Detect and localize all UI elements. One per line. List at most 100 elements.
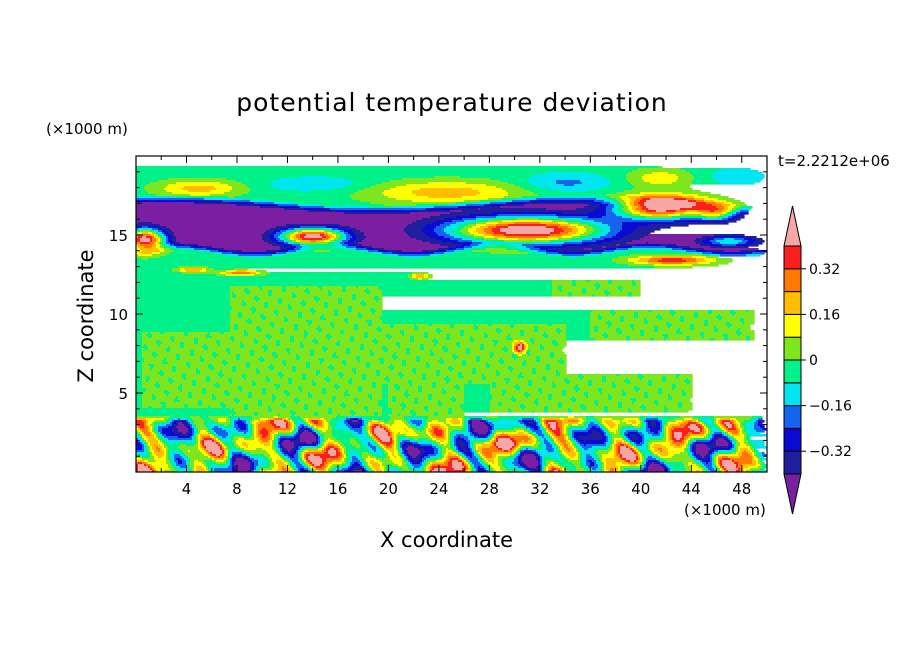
contour-cell bbox=[202, 388, 207, 391]
contour-cell bbox=[270, 334, 305, 337]
contour-cell bbox=[492, 398, 511, 401]
contour-cell bbox=[716, 180, 761, 183]
contour-cell bbox=[556, 424, 559, 427]
contour-cell bbox=[360, 346, 365, 349]
contour-cell bbox=[284, 390, 289, 393]
contour-cell bbox=[530, 350, 563, 353]
contour-cell bbox=[164, 234, 167, 237]
contour-cell bbox=[544, 432, 547, 435]
contour-cell bbox=[464, 410, 491, 413]
contour-cell bbox=[644, 396, 649, 399]
contour-cell bbox=[664, 408, 669, 411]
contour-cell bbox=[188, 332, 209, 335]
contour-cell bbox=[326, 430, 333, 433]
contour-cell bbox=[230, 394, 249, 397]
contour-cell bbox=[490, 352, 495, 355]
contour-cell bbox=[736, 424, 739, 427]
contour-cell bbox=[434, 344, 437, 347]
contour-cell bbox=[270, 368, 275, 371]
contour-cell bbox=[268, 406, 271, 409]
contour-cell bbox=[724, 238, 735, 241]
contour-cell bbox=[540, 392, 543, 395]
contour-cell bbox=[508, 366, 513, 369]
contour-cell bbox=[168, 426, 175, 429]
contour-cell bbox=[694, 314, 699, 317]
contour-cell bbox=[138, 222, 153, 225]
contour-cell bbox=[390, 188, 421, 191]
contour-cell bbox=[346, 390, 349, 393]
contour-cell bbox=[428, 196, 463, 199]
contour-cell bbox=[362, 374, 367, 377]
contour-cell bbox=[718, 208, 725, 211]
contour-cell bbox=[738, 428, 741, 431]
contour-cell bbox=[178, 398, 213, 401]
contour-cell bbox=[386, 424, 391, 427]
contour-cell bbox=[354, 410, 367, 413]
contour-cell bbox=[444, 426, 449, 429]
contour-cell bbox=[208, 366, 215, 369]
contour-cell bbox=[258, 300, 279, 303]
contour-cell bbox=[354, 372, 357, 375]
contour-cell bbox=[136, 312, 231, 315]
contour-cell bbox=[672, 386, 677, 389]
contour-cell bbox=[544, 408, 549, 411]
contour-cell bbox=[246, 364, 251, 367]
contour-cell bbox=[352, 380, 387, 383]
contour-cell bbox=[136, 322, 231, 325]
contour-cell bbox=[350, 238, 357, 241]
contour-cell bbox=[592, 294, 595, 297]
contour-cell bbox=[408, 430, 415, 433]
contour-cell bbox=[514, 368, 533, 371]
contour-cell bbox=[442, 428, 447, 431]
contour-cell bbox=[308, 394, 313, 397]
contour-cell bbox=[626, 212, 633, 215]
contour-cell bbox=[518, 424, 525, 427]
contour-cell bbox=[136, 422, 145, 425]
contour-cell bbox=[646, 426, 649, 429]
contour-cell bbox=[330, 238, 335, 241]
contour-cell bbox=[548, 188, 601, 191]
contour-cell bbox=[166, 434, 181, 437]
contour-cell bbox=[152, 428, 155, 431]
contour-cell bbox=[136, 378, 143, 381]
contour-cell bbox=[260, 288, 263, 291]
contour-cell bbox=[200, 360, 205, 363]
contour-cell bbox=[362, 376, 367, 379]
contour-cell bbox=[328, 422, 331, 425]
contour-cell bbox=[230, 320, 247, 323]
contour-cell bbox=[454, 358, 457, 361]
contour-cell bbox=[180, 390, 183, 393]
contour-cell bbox=[374, 432, 389, 435]
contour-cell bbox=[600, 236, 613, 239]
contour-cell bbox=[390, 424, 393, 427]
contour-cell bbox=[144, 422, 147, 425]
contour-cell bbox=[230, 352, 251, 355]
contour-cell bbox=[282, 418, 287, 421]
contour-cell bbox=[404, 374, 423, 377]
contour-cell bbox=[178, 196, 229, 199]
contour-cell bbox=[158, 180, 237, 183]
contour-cell bbox=[332, 434, 355, 437]
contour-cell bbox=[428, 418, 447, 421]
contour-cell bbox=[136, 252, 141, 255]
contour-cell bbox=[748, 310, 755, 313]
contour-cell bbox=[668, 420, 677, 423]
contour-cell bbox=[304, 430, 309, 433]
contour-cell bbox=[232, 408, 235, 411]
contour-cell bbox=[354, 434, 367, 437]
contour-cell bbox=[158, 372, 165, 375]
contour-cell bbox=[228, 184, 247, 187]
contour-cell bbox=[722, 424, 725, 427]
contour-cell bbox=[322, 238, 329, 241]
contour-cell bbox=[142, 356, 155, 359]
contour-cell bbox=[748, 244, 759, 247]
contour-cell bbox=[528, 382, 533, 385]
contour-cell bbox=[622, 228, 637, 231]
contour-cell bbox=[620, 238, 641, 241]
contour-cell bbox=[458, 234, 467, 237]
contour-cell bbox=[736, 428, 739, 431]
contour-cell bbox=[566, 326, 591, 329]
contour-cell bbox=[610, 228, 623, 231]
contour-cell bbox=[368, 206, 393, 209]
contour-cell bbox=[748, 430, 757, 433]
